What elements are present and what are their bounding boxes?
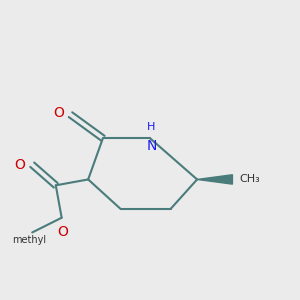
Text: H: H xyxy=(147,122,156,132)
Text: O: O xyxy=(53,106,64,120)
Polygon shape xyxy=(197,175,233,184)
Text: N: N xyxy=(146,139,157,153)
Text: O: O xyxy=(58,225,69,239)
Text: O: O xyxy=(14,158,25,172)
Text: methyl: methyl xyxy=(12,236,46,245)
Text: CH₃: CH₃ xyxy=(240,174,261,184)
